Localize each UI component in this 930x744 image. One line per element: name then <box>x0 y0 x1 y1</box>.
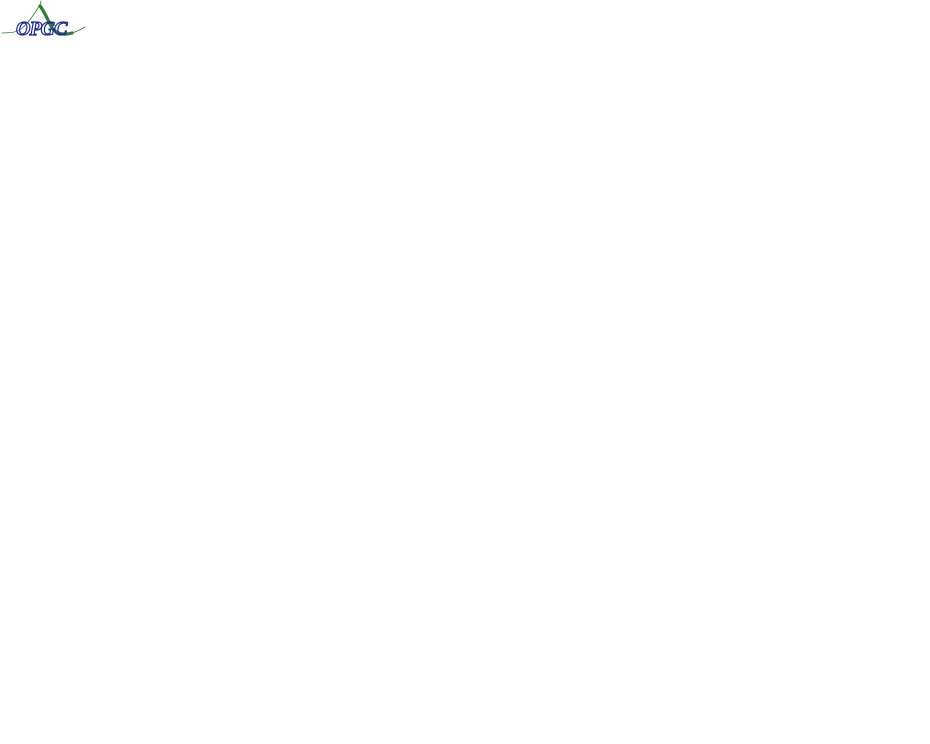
svg-text:OPGC: OPGC <box>16 18 68 40</box>
